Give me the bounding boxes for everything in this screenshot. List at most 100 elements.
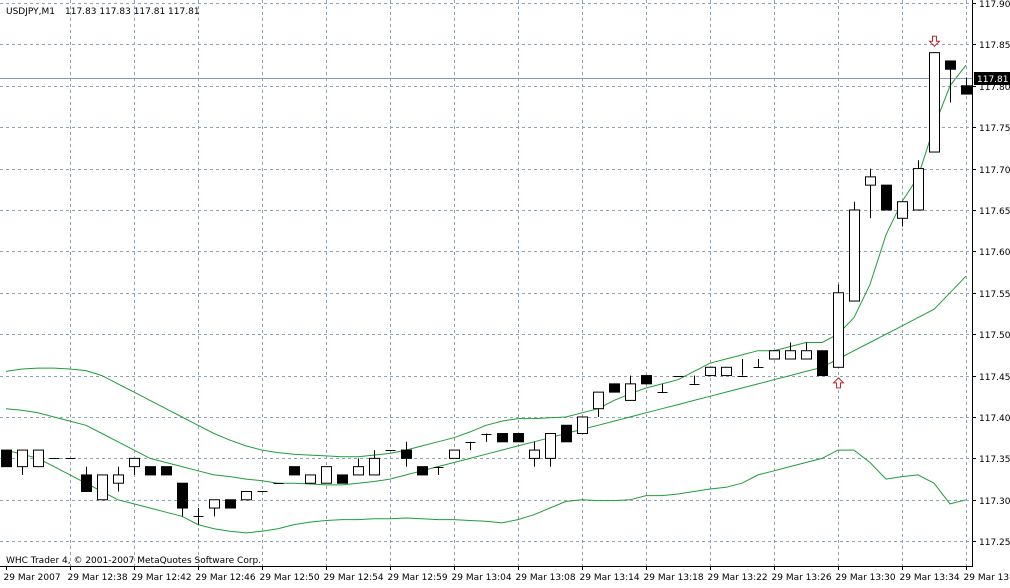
candle [194,508,204,525]
copyright-text: WHC Trader 4, © 2001-2007 MetaQuotes Sof… [6,556,261,566]
candle-body [706,367,716,375]
candle [418,467,428,475]
y-tick-label: 117.35 [979,455,1010,465]
candle [370,450,380,475]
candle-body [642,376,652,384]
candle-body [290,467,300,475]
candle-body [818,351,828,376]
x-tick-label: 29 Mar 12:38 [68,573,128,583]
candle [162,467,172,475]
x-tick-label: 29 Mar 13:30 [836,573,896,583]
candle [130,458,140,475]
y-tick-label: 117.25 [979,538,1010,548]
candle-body [770,351,780,359]
x-tick-label: 29 Mar 12:54 [324,573,384,583]
candle-body [354,467,364,475]
candle-body [882,185,892,210]
candle [466,442,476,450]
candle [562,425,572,442]
y-tick-label: 117.75 [979,124,1010,134]
candle-body [898,202,908,219]
candle [210,500,220,517]
candle-body [722,367,732,375]
candle [626,376,636,401]
candle [98,475,108,500]
x-tick-label: 29 Mar 13:14 [580,573,640,583]
candle-body [930,53,940,152]
y-tick-label: 117.30 [979,497,1010,507]
candle-body [338,475,348,483]
candle-body [914,169,924,210]
candle [578,417,588,434]
y-tick-label: 117.90 [979,0,1010,10]
candle-body [946,61,956,69]
candle-body [402,450,412,458]
candle [498,434,508,442]
y-tick-label: 117.45 [979,373,1010,383]
candle [754,359,764,367]
x-tick-label: 29 Mar 13:34 [900,573,960,583]
candle [786,342,796,359]
candle-body [594,392,604,409]
candle-body [306,475,316,483]
x-tick-label: 29 Mar 12:50 [260,573,320,583]
x-tick-label: 29 Mar 13:04 [452,573,512,583]
candle [674,376,684,377]
candle-body [146,467,156,475]
candle-body [162,467,172,475]
candle-body [210,500,220,508]
candle [738,359,748,376]
candle-body [610,384,620,392]
candle [818,351,828,376]
x-tick-label: 29 Mar 12:46 [196,573,256,583]
candle-body [866,177,876,185]
candle [610,384,620,392]
candle [770,351,780,359]
y-tick-label: 117.60 [979,248,1010,258]
candle-body [322,467,332,484]
candle-body [370,458,380,475]
grid-lines [0,0,972,566]
middle-band-line [6,276,966,485]
y-tick-label: 117.85 [979,41,1010,51]
y-tick-label: 117.65 [979,207,1010,217]
candle [642,376,652,384]
candle [114,467,124,492]
candle-body [130,458,140,466]
candle [34,450,44,467]
bollinger-bands [6,65,966,533]
x-tick-label: 29 Mar 2007 [4,573,61,583]
candle [146,467,156,475]
candle [706,367,716,375]
candle-body [2,450,12,467]
candle [290,467,300,475]
candle [802,342,812,359]
candle [226,500,236,508]
candle-body [578,417,588,434]
candle [402,442,412,467]
candle-body [34,450,44,467]
candle [338,475,348,483]
x-tick-label: 29 Mar 13:3 [964,573,1010,583]
candle-body [226,500,236,508]
candle [434,467,444,475]
upper-band-line [6,65,966,457]
ohlc-readout: 117.83 117.83 117.81 117.81 [65,7,200,17]
candle-body [562,425,572,442]
candle [530,442,540,467]
candle [2,450,12,467]
candle [322,467,332,484]
candle-body [450,450,460,458]
y-tick-label: 117.40 [979,414,1010,424]
candle [18,450,28,475]
candle-body [626,384,636,401]
y-tick-label: 117.50 [979,331,1010,341]
price-tag-label: 117.81 [977,75,1009,85]
x-tick-label: 29 Mar 12:59 [388,573,448,583]
candle-body [178,483,188,508]
candle-body [82,475,92,492]
chart-frame [0,0,973,567]
